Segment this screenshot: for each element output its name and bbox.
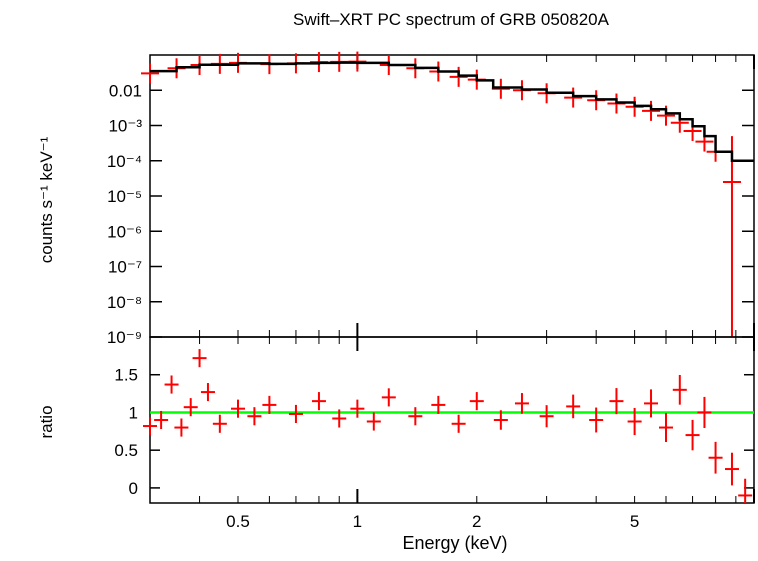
ratio-data-point: [311, 392, 326, 411]
ratio-data-point: [332, 409, 347, 428]
x-tick-label: 1: [353, 512, 362, 531]
chart-title: Swift–XRT PC spectrum of GRB 050820A: [293, 10, 610, 29]
ratio-data-point: [609, 388, 624, 415]
ratio-data-point: [154, 410, 169, 430]
ratio-data-point: [408, 407, 423, 426]
ratio-data-point: [685, 419, 700, 451]
ratio-data-point: [192, 349, 207, 368]
ratio-data-point: [566, 394, 581, 419]
model-line: [150, 61, 754, 162]
ratio-data-point: [288, 404, 303, 424]
ratio-data-point: [493, 410, 508, 430]
ratio-data-point: [672, 374, 687, 405]
spectrum-y-tick-label: 10⁻⁹: [107, 328, 142, 347]
ratio-data-point: [469, 392, 484, 411]
spectrum-y-tick-label: 0.01: [109, 81, 142, 100]
ratio-data-point: [589, 407, 604, 433]
spectrum-data-point: [722, 136, 741, 337]
spectrum-y-tick-label: 10⁻⁷: [108, 258, 142, 277]
x-axis-label: Energy (keV): [402, 533, 507, 553]
ratio-data-point: [738, 478, 753, 503]
ratio-data-point: [183, 398, 198, 417]
spectrum-y-tick-label: 10⁻³: [108, 117, 142, 136]
ratio-data-point: [514, 393, 529, 414]
ratio-data-point: [381, 388, 396, 407]
ratio-data-point: [659, 413, 674, 443]
spectrum-data-point: [491, 78, 510, 99]
spectrum-frame: [149, 54, 755, 338]
ratio-data-point: [697, 396, 712, 429]
spectrum-y-tick-label: 10⁻⁸: [107, 293, 142, 312]
ratio-y-tick-label: 1.5: [114, 366, 138, 385]
ratio-data-point: [200, 383, 215, 402]
ratio-data-point: [724, 452, 739, 486]
spectrum-y-axis-label: counts s⁻¹ keV⁻¹: [37, 136, 56, 263]
ratio-data-point: [366, 412, 381, 431]
ratio-y-tick-label: 1: [129, 403, 138, 422]
ratio-data-point: [164, 375, 179, 394]
ratio-data-point: [539, 405, 554, 428]
ratio-data-point: [247, 407, 262, 426]
spectrum-data-point: [642, 100, 661, 121]
ratio-data-point: [350, 399, 365, 418]
ratio-data-point: [174, 418, 189, 437]
spectrum-y-tick-label: 10⁻⁴: [107, 152, 142, 171]
ratio-data-point: [431, 395, 446, 414]
ratio-y-axis-label: ratio: [37, 405, 56, 438]
ratio-data-point: [143, 416, 157, 436]
spectrum-data-point: [564, 87, 583, 108]
ratio-data-point: [627, 407, 642, 436]
spectrum-y-tick-label: 10⁻⁶: [107, 222, 142, 241]
spectrum-panel: 0.01 10⁻³ 10⁻⁴ 10⁻⁵ 10⁻⁶ 10⁻⁷ 10⁻⁸ 10⁻⁹: [107, 51, 755, 347]
ratio-data-point: [212, 414, 227, 433]
ratio-data-point: [708, 441, 723, 474]
ratio-frame: [149, 336, 755, 504]
x-tick-label: 0.5: [226, 512, 250, 531]
ratio-data-point: [262, 395, 277, 414]
ratio-data-point: [451, 414, 466, 433]
spectrum-y-tick-label: 10⁻⁵: [107, 187, 142, 206]
ratio-y-tick-label: 0: [129, 479, 138, 498]
x-tick-label: 5: [630, 512, 639, 531]
ratio-data-point: [230, 399, 245, 418]
x-tick-label: 2: [472, 512, 481, 531]
spectrum-data-point: [141, 63, 159, 84]
ratio-panel: 0.5 1 2 5 0 0.5 1 1.5: [114, 336, 755, 531]
ratio-y-tick-label: 0.5: [114, 441, 138, 460]
ratio-data-point: [644, 389, 659, 418]
